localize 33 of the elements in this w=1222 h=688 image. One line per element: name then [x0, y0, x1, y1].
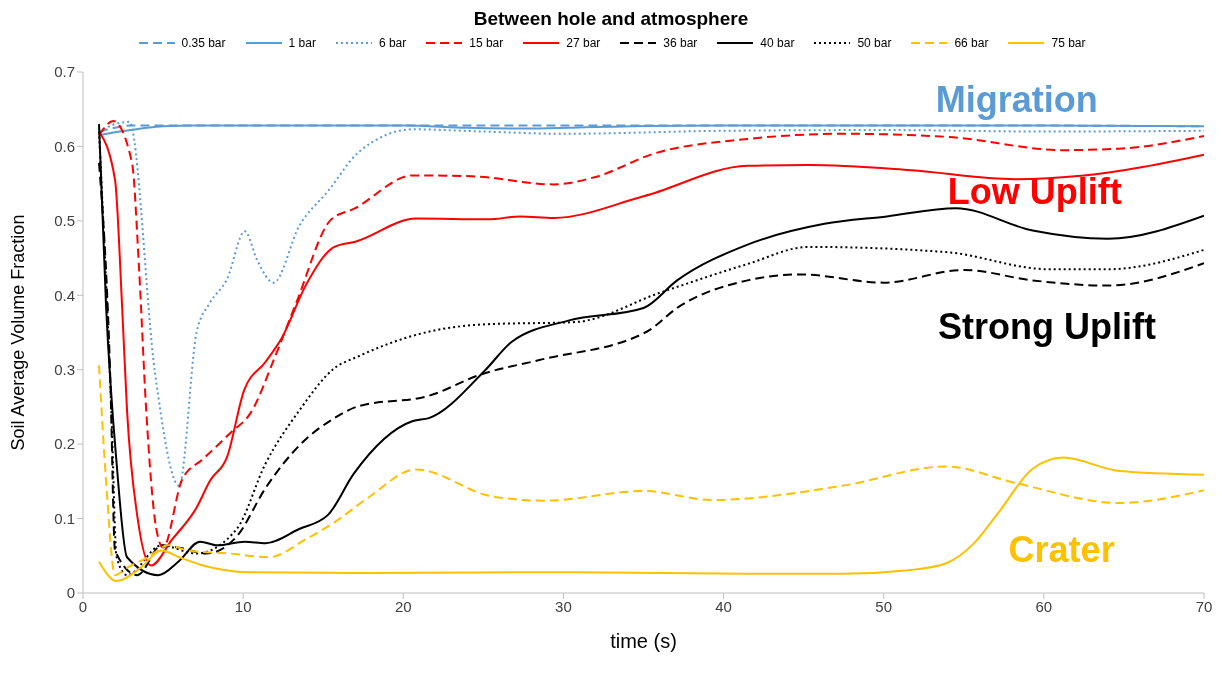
y-tick-label: 0.6	[54, 137, 75, 155]
x-tick-label: 60	[1035, 597, 1053, 615]
legend-label: 75 bar	[1051, 36, 1086, 50]
annotation: Crater	[1008, 529, 1115, 571]
y-tick-label: 0.7	[54, 63, 75, 81]
x-tick-label: 0	[78, 597, 88, 615]
legend-label: 66 bar	[954, 36, 989, 50]
annotation: Migration	[935, 79, 1098, 121]
x-axis-title: time (s)	[610, 630, 677, 652]
chart-title: Between hole and atmosphere	[472, 8, 750, 31]
x-tick-label: 70	[1195, 597, 1213, 615]
legend-label: 15 bar	[469, 36, 504, 50]
x-tick-label: 40	[715, 597, 732, 615]
legend-label: 36 bar	[663, 36, 698, 50]
x-tick-label: 10	[234, 597, 252, 615]
legend-label: 27 bar	[566, 36, 601, 50]
x-tick-label: 50	[875, 597, 893, 615]
annotation: Low Uplift	[947, 171, 1122, 213]
y-tick-label: 0	[66, 584, 75, 602]
y-tick-label: 0.5	[54, 212, 75, 230]
legend-label: 6 bar	[378, 36, 407, 50]
annotation: Strong Uplift	[938, 305, 1157, 347]
y-tick-label: 0.1	[54, 509, 75, 527]
y-axis-title: Soil Average Volume Fraction	[8, 214, 29, 451]
x-tick-label: 30	[555, 597, 572, 615]
legend-label: 0.35 bar	[181, 36, 226, 50]
legend-label: 1 bar	[288, 36, 316, 50]
legend-label: 50 bar	[857, 36, 892, 50]
y-tick-label: 0.4	[54, 286, 75, 304]
legend-label: 40 bar	[760, 36, 795, 50]
y-tick-label: 0.2	[54, 435, 75, 453]
x-tick-label: 20	[394, 597, 412, 615]
y-tick-label: 0.3	[54, 361, 75, 379]
